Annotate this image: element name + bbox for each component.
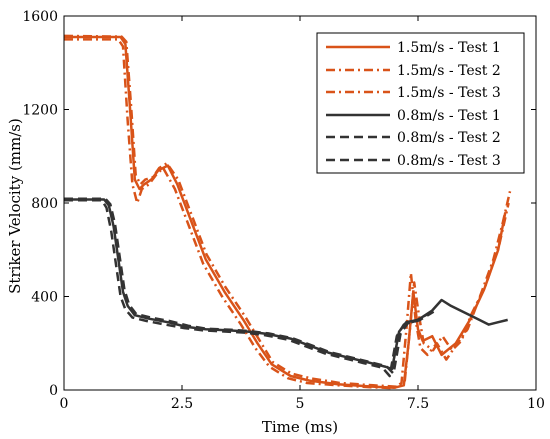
legend: 1.5m/s - Test 1 1.5m/s - Test 2 1.5m/s -… [316,32,525,174]
x-tick-label: 0 [60,396,69,412]
legend-label: 1.5m/s - Test 1 [397,40,501,56]
legend-label: 1.5m/s - Test 2 [397,63,501,79]
legend-label: 0.8m/s - Test 1 [397,108,501,124]
y-tick-label: 0 [49,383,58,399]
legend-label: 0.8m/s - Test 2 [397,130,501,146]
plot-frame [63,15,537,391]
x-tick-label: 7.5 [407,396,429,412]
y-tick-label: 400 [31,290,58,306]
x-tick-label: 10 [527,396,545,412]
x-axis-label: Time (ms) [262,418,338,436]
legend-lines [326,45,390,162]
series-layer [63,34,512,390]
series-line-2 [64,38,512,390]
y-tick-label: 1600 [22,9,58,25]
series-line-5 [64,198,431,378]
y-tick-label: 1200 [22,103,58,119]
legend-label: 0.8m/s - Test 3 [397,153,501,169]
series-line-3 [63,34,510,388]
y-tick-label: 800 [31,196,58,212]
legend-box [316,32,525,174]
series-line-6 [64,197,435,375]
x-tick-label: 2.5 [171,396,193,412]
y-axis-label: Striker Velocity (mm/s) [6,118,24,294]
y-axis-title: Striker Velocity (mm/s) [6,118,24,294]
ticks-layer: 0 2.5 5 7.5 10 0 400 800 1200 1600 [22,9,545,412]
legend-label: 1.5m/s - Test 3 [397,85,501,101]
x-tick-label: 5 [296,396,305,412]
